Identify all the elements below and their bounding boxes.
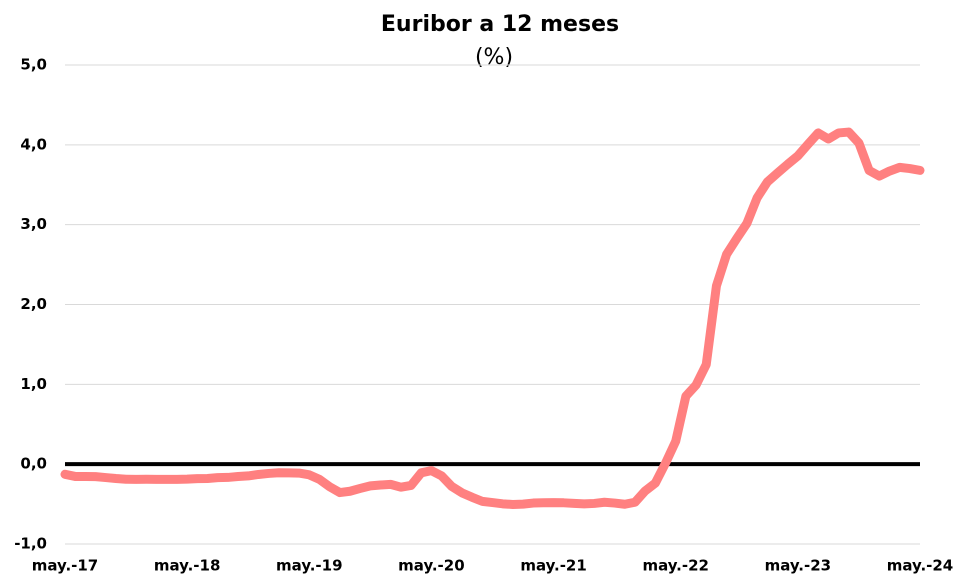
x-tick-label: may.-17 <box>32 557 99 575</box>
x-tick-label: may.-22 <box>642 557 709 575</box>
y-tick-label: 5,0 <box>20 56 47 74</box>
chart-title: Euribor a 12 meses <box>381 12 619 37</box>
x-tick-label: may.-21 <box>520 557 587 575</box>
chart-subtitle: (%) <box>475 45 513 70</box>
y-tick-label: -1,0 <box>14 535 47 553</box>
x-tick-label: may.-18 <box>154 557 221 575</box>
x-tick-label: may.-24 <box>887 557 954 575</box>
y-tick-label: 3,0 <box>20 215 47 233</box>
data-line <box>60 127 925 509</box>
x-tick-label: may.-23 <box>765 557 832 575</box>
y-tick-label: 2,0 <box>20 295 47 313</box>
x-tick-label: may.-20 <box>398 557 465 575</box>
y-tick-label: 4,0 <box>20 135 47 153</box>
x-tick-label: may.-19 <box>276 557 343 575</box>
y-tick-label: 1,0 <box>20 375 47 393</box>
y-tick-label: 0,0 <box>20 455 47 473</box>
